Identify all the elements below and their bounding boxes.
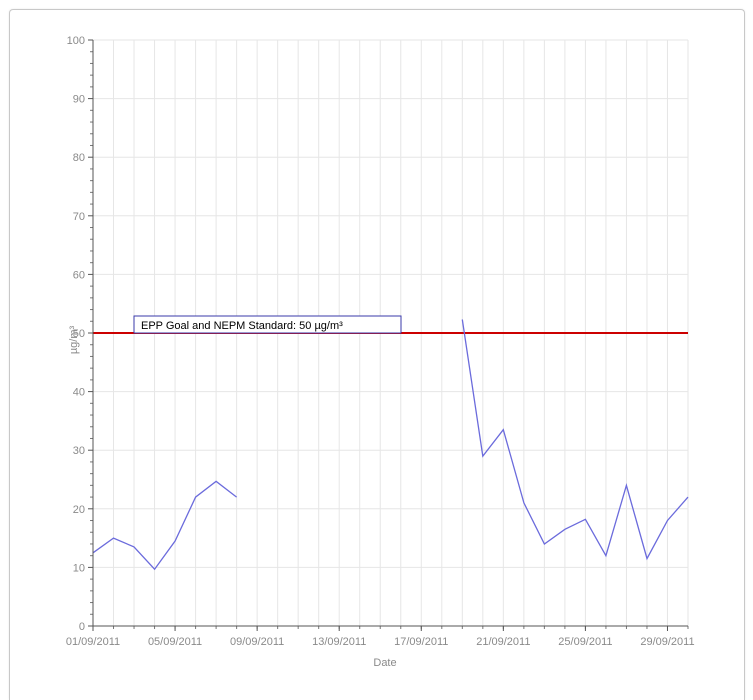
x-tick-label: 29/09/2011 [640,636,694,648]
y-tick-label: 60 [73,269,85,281]
y-tick-label: 10 [73,562,85,574]
reference-line-annotation: EPP Goal and NEPM Standard: 50 µg/m³ [134,316,401,333]
x-tick-label: 09/09/2011 [230,636,284,648]
y-tick-label: 0 [79,621,85,633]
y-tick-label: 20 [73,504,85,516]
y-tick-label: 90 [73,94,85,106]
series-line-segment [462,320,688,559]
y-tick-label: 70 [73,211,85,223]
y-axis-title: µg/m³ [68,325,80,354]
x-tick-label: 17/09/2011 [394,636,448,648]
y-tick-label: 80 [73,152,85,164]
series-group [93,320,688,570]
y-tick-label: 100 [67,35,85,47]
series-line-segment [93,481,237,569]
y-tick-label: 30 [73,445,85,457]
x-axis-title: Date [373,657,396,669]
x-tick-label: 01/09/2011 [66,636,120,648]
x-tick-label: 25/09/2011 [558,636,612,648]
x-tick-label: 05/09/2011 [148,636,202,648]
x-tick-label: 21/09/2011 [476,636,530,648]
x-tick-label: 13/09/2011 [312,636,366,648]
y-tick-label: 40 [73,387,85,399]
annotation-label: EPP Goal and NEPM Standard: 50 µg/m³ [141,320,343,332]
